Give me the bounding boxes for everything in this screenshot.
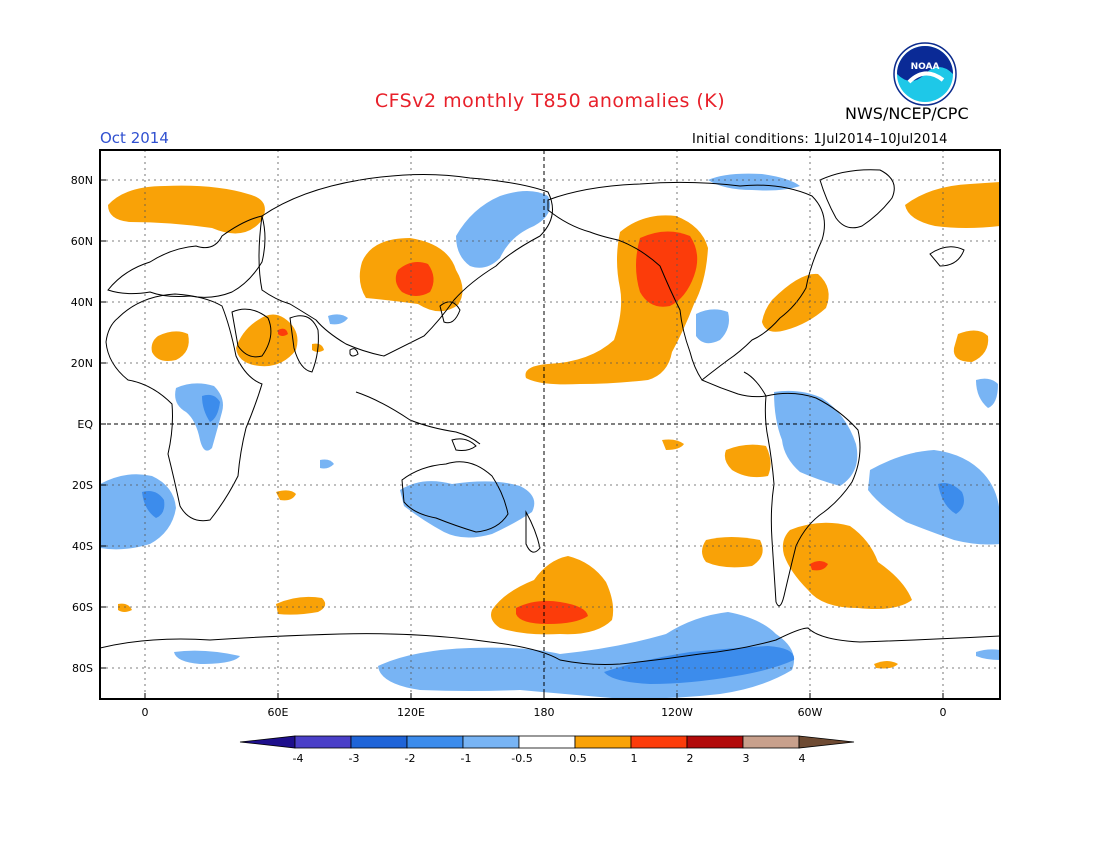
lon-label: 60E	[267, 706, 289, 719]
logo-text: NOAA	[911, 62, 940, 72]
colorbar-segment	[462, 735, 520, 749]
lon-label: 180	[533, 706, 555, 719]
noaa-logo: NOAA	[893, 42, 957, 106]
map-title: CFSv2 monthly T850 anomalies (K)	[374, 90, 726, 112]
initial-conditions: Initial conditions: 1Jul2014–10Jul2014	[692, 132, 948, 147]
lat-label: 80S	[72, 662, 93, 675]
lon-label: 0	[141, 706, 149, 719]
colorbar-label: -0.5	[511, 752, 533, 765]
colorbar-segment	[742, 735, 800, 749]
colorbar-label: 1	[630, 752, 638, 765]
colorbar-segment	[294, 735, 352, 749]
equator-and-dateline	[100, 150, 1000, 699]
coastlines	[100, 169, 1000, 665]
lat-label: 40N	[70, 296, 93, 309]
lat-label: 20S	[72, 479, 93, 492]
colorbar-label: -3	[348, 752, 360, 765]
lat-label: EQ	[77, 418, 93, 431]
colorbar-segment	[406, 735, 464, 749]
colorbar-segment	[350, 735, 408, 749]
agency-label: NWS/NCEP/CPC	[845, 104, 969, 123]
valid-month: Oct 2014	[100, 129, 169, 147]
axis-ticks	[100, 179, 944, 699]
colorbar-label: 4	[798, 752, 806, 765]
colorbar-label: 3	[742, 752, 750, 765]
colorbar-label: -4	[292, 752, 304, 765]
colorbar-label: -1	[460, 752, 472, 765]
colorbar-label: 0.5	[569, 752, 587, 765]
lon-label: 120W	[661, 706, 693, 719]
strong-cool-anomaly-regions	[142, 394, 964, 684]
lat-label: 60N	[70, 235, 93, 248]
lat-label: 40S	[72, 540, 93, 553]
lat-label: 60S	[72, 601, 93, 614]
lon-label: 60W	[797, 706, 823, 719]
colorbar-right-arrow	[798, 735, 855, 749]
lat-label: 80N	[70, 174, 93, 187]
colorbar-segment	[518, 735, 576, 749]
lat-label: 20N	[70, 357, 93, 370]
colorbar-label: 2	[686, 752, 694, 765]
colorbar-segment	[630, 735, 688, 749]
colorbar-segment	[686, 735, 744, 749]
colorbar	[239, 735, 855, 749]
colorbar-segment	[574, 735, 632, 749]
lon-label: 120E	[397, 706, 425, 719]
graticule	[100, 150, 1000, 699]
colorbar-left-arrow	[239, 735, 296, 749]
colorbar-label: -2	[404, 752, 416, 765]
lon-label: 0	[939, 706, 947, 719]
